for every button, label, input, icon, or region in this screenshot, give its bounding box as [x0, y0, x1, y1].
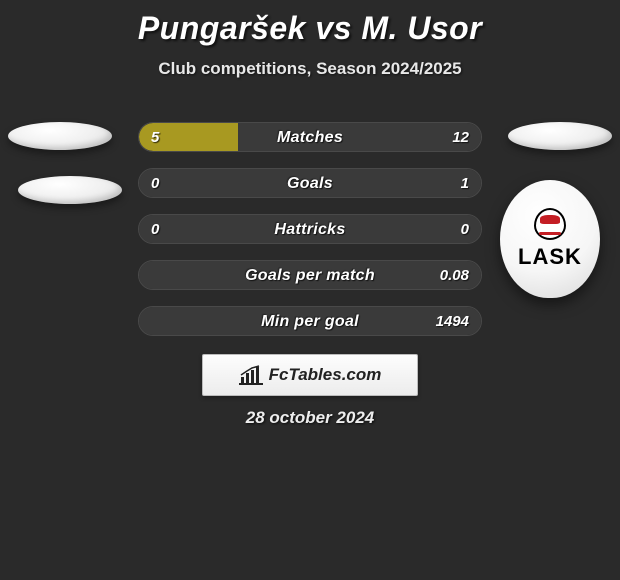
stat-label: Goals per match — [139, 261, 481, 289]
stat-row: Goals per match0.08 — [138, 260, 482, 290]
stat-row: Matches5 12 — [138, 122, 482, 152]
stat-label: Min per goal — [139, 307, 481, 335]
stat-label: Matches — [139, 123, 481, 151]
brand-text: FcTables.com — [269, 365, 382, 385]
stat-value-left: 0 — [151, 215, 159, 243]
subtitle: Club competitions, Season 2024/2025 — [0, 59, 620, 79]
date-text: 28 october 2024 — [0, 408, 620, 428]
stat-rows: Matches512Goals01Hattricks00Goals per ma… — [138, 122, 482, 352]
team-right-label: LASK — [518, 244, 582, 270]
stat-label: Goals — [139, 169, 481, 197]
stat-row: Min per goal1494 — [138, 306, 482, 336]
stat-label: Hattricks — [139, 215, 481, 243]
stat-value-left: 5 — [151, 123, 159, 151]
brand-box: FcTables.com — [202, 354, 418, 396]
chart-icon — [239, 365, 263, 385]
team-left-badge-placeholder — [18, 176, 122, 204]
player-left-avatar-placeholder — [8, 122, 112, 150]
player-right-avatar-placeholder — [508, 122, 612, 150]
stat-row: Goals0 1 — [138, 168, 482, 198]
stat-value-right: 0 — [461, 215, 469, 243]
team-right-badge: LASK — [500, 180, 600, 298]
stat-value-right: 0.08 — [440, 261, 469, 289]
stat-value-right: 1 — [461, 169, 469, 197]
page-title: Pungaršek vs M. Usor — [0, 0, 620, 47]
stat-value-left: 0 — [151, 169, 159, 197]
lask-crest-icon — [534, 208, 566, 240]
stat-value-right: 1494 — [436, 307, 469, 335]
stat-row: Hattricks0 0 — [138, 214, 482, 244]
stat-value-right: 12 — [452, 123, 469, 151]
